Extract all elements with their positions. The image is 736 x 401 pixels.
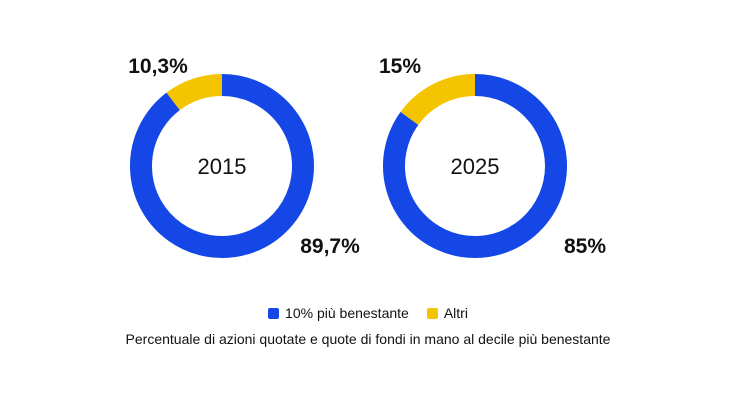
chart-caption: Percentuale di azioni quotate e quote di… <box>125 331 611 347</box>
legend-label-top-decile: 10% più benestante <box>285 305 409 321</box>
data-label-others-2025: 15% <box>379 55 421 78</box>
data-label-top-decile-2015: 89,7% <box>300 235 360 258</box>
legend-swatch-others <box>426 307 438 319</box>
donut-chart-2025: 2025 85% 15% <box>379 55 606 258</box>
legend-item-top-decile: 10% più benestante <box>268 305 409 321</box>
legend-item-others: Altri <box>426 305 468 321</box>
slice-others-2015 <box>166 74 223 111</box>
slice-top-decile-2015 <box>130 74 314 258</box>
donut-chart-2015: 2015 89,7% 10,3% <box>128 55 360 258</box>
center-label-2015: 2015 <box>198 154 247 179</box>
data-label-top-decile-2025: 85% <box>564 235 606 258</box>
slice-others-2025 <box>400 74 476 126</box>
legend: 10% più benestante Altri <box>0 305 736 321</box>
center-label-2025: 2025 <box>451 154 500 179</box>
legend-swatch-top-decile <box>268 307 280 319</box>
legend-label-others: Altri <box>443 305 468 321</box>
slice-top-decile-2025 <box>383 74 567 258</box>
data-label-others-2015: 10,3% <box>128 55 188 78</box>
